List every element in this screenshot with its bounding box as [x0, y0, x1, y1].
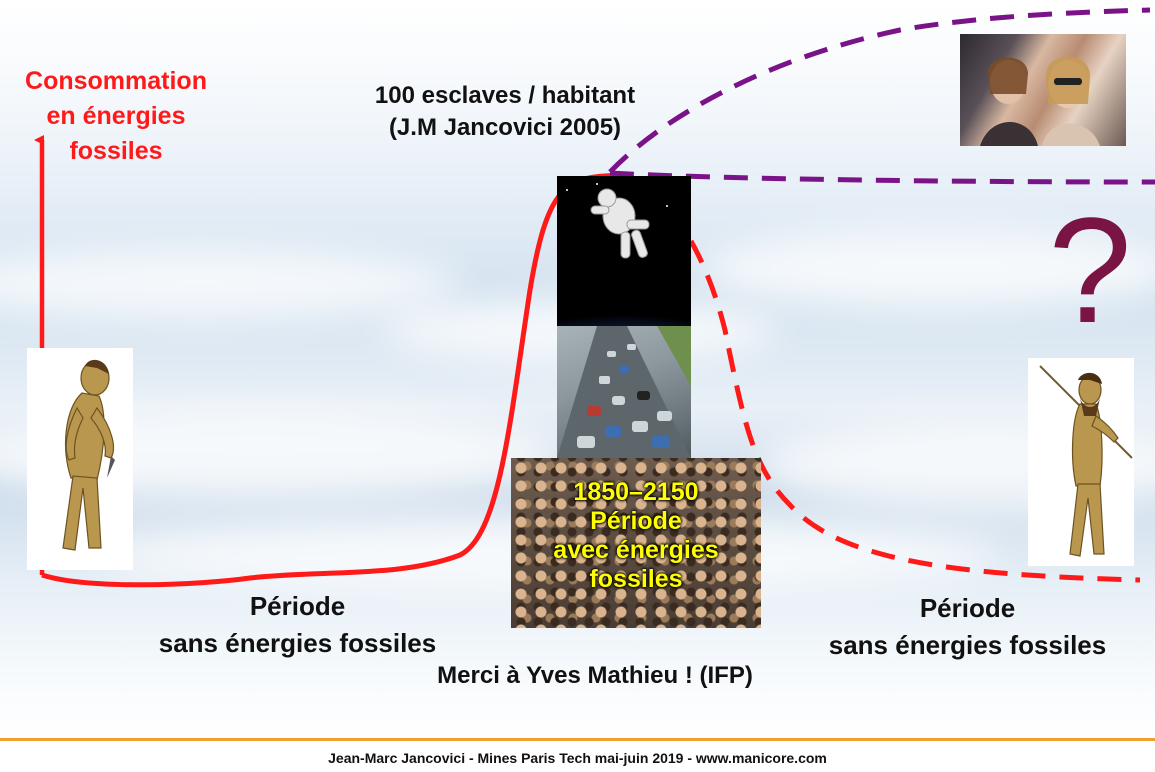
- period-label-line: avec énergies: [553, 536, 719, 564]
- y-axis-label-line: fossiles: [69, 137, 163, 165]
- annotation-line: 100 esclaves / habitant: [374, 82, 636, 109]
- hunter-with-spear-illustration: [1028, 358, 1134, 566]
- slaves-per-inhabitant-annotation: 100 esclaves / habitant (J.M Jancovici 2…: [330, 80, 680, 144]
- left-period-label: Période sans énergies fossiles: [100, 588, 495, 662]
- crowd-photo: [511, 458, 761, 628]
- acknowledgement: Merci à Yves Mathieu ! (IFP): [437, 662, 753, 689]
- growth-dashed-curve: [608, 7, 1151, 174]
- period-label-line: fossiles: [589, 565, 683, 593]
- question-mark: ?: [1048, 186, 1132, 354]
- footer-credit: Jean-Marc Jancovici - Mines Paris Tech m…: [328, 750, 827, 766]
- highway-traffic-photo: [557, 326, 691, 458]
- right-period-label: Période sans énergies fossiles: [770, 590, 1155, 664]
- period-years: 1850–2150: [573, 478, 699, 506]
- footer-divider: [0, 738, 1155, 741]
- astronaut-photo: [557, 176, 691, 326]
- fossil-energy-period-label: 1850–2150 Période avec énergies fossiles: [511, 478, 761, 594]
- period-label-line: sans énergies fossiles: [828, 630, 1107, 660]
- plateau-dashed-curve: [609, 170, 1155, 185]
- two-women-photo: [960, 34, 1126, 146]
- period-label-line: Période: [919, 593, 1016, 623]
- period-label-line: Période: [590, 507, 682, 535]
- period-label-line: sans énergies fossiles: [158, 628, 437, 658]
- past-consumption-curve: [41, 173, 606, 588]
- prehistoric-human-illustration: [27, 348, 133, 570]
- period-label-line: Période: [249, 591, 346, 621]
- y-axis-label: Consommation en énergies fossiles: [0, 64, 232, 169]
- y-axis-label-line: en énergies: [46, 102, 186, 130]
- y-axis-label-line: Consommation: [25, 67, 207, 95]
- annotation-line: (J.M Jancovici 2005): [388, 114, 622, 141]
